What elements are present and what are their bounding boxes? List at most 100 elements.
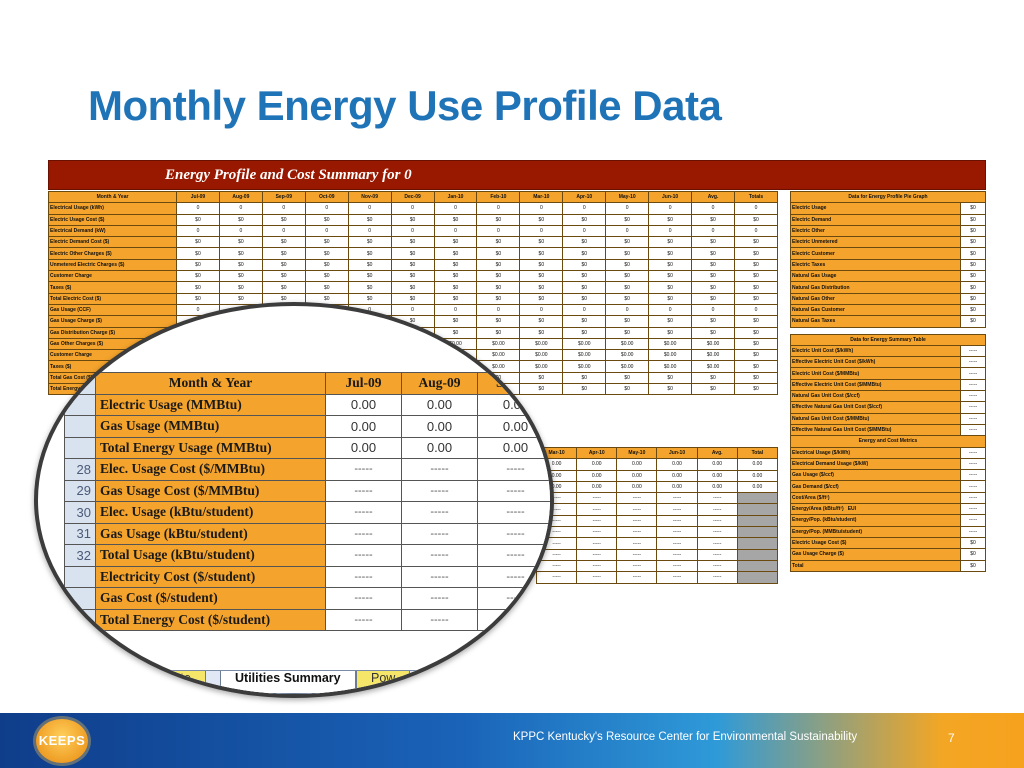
table-row: Taxes ($) $0 $0 $0 $0 $0 $0 $0 $0 $0 $0 $0 $0 $0 $0	[48, 281, 779, 294]
table-cell: 0	[733, 202, 779, 215]
row-label: Elec. Usage (kBtu/student)	[95, 501, 326, 524]
row-label: Electric Demand	[790, 213, 961, 226]
row-number	[64, 608, 96, 631]
row-label: Electric Demand Cost ($)	[48, 236, 177, 249]
table-cell: $0	[390, 213, 435, 226]
header-total: Total	[736, 446, 779, 460]
table-row: Gas Usage Charge ($) $0	[790, 548, 986, 561]
row-label: Electric Usage	[790, 202, 961, 215]
table-cell: $0	[691, 270, 735, 283]
row-label: Gas Usage ($/ccf)	[790, 469, 961, 482]
table-cell	[736, 537, 779, 550]
table-cell: 0.00	[477, 393, 550, 416]
table-cell: 0	[390, 224, 435, 238]
table-cell: -----	[656, 559, 698, 573]
table-cell: $0	[562, 383, 607, 396]
header-month-year: Month & Year	[48, 190, 177, 204]
sheet-tab-utilities-summary[interactable]: Utilities Summary	[220, 671, 356, 694]
table-cell: $0	[691, 315, 735, 328]
table-cell: $0	[691, 292, 735, 305]
table-cell: $0.00	[648, 360, 693, 373]
table-row: ----- ----- ----- ----- -----	[535, 503, 779, 516]
table-cell: $0.00	[691, 349, 735, 362]
table-cell: -----	[696, 537, 738, 550]
table-cell: $0	[960, 258, 986, 272]
table-cell: $0.00	[562, 337, 607, 351]
table-cell: 0	[648, 202, 693, 215]
row-label: Total Usage (kBtu/student)	[95, 544, 326, 567]
header-month: Sep-09	[477, 372, 550, 395]
table-cell: 0	[304, 202, 349, 215]
table-cell: -----	[696, 571, 738, 584]
table-cell: -----	[616, 503, 658, 516]
table-cell: $0	[733, 337, 779, 351]
sheet-tab-estimate[interactable]: mate	[148, 671, 206, 694]
table-cell: $0	[261, 281, 306, 294]
table-cell: $0	[733, 236, 779, 249]
table-cell: $0	[691, 213, 735, 226]
table-cell: $0	[648, 315, 693, 328]
table-row: ----- ----- ----- ----- -----	[535, 548, 779, 561]
magnified-row: 30 Elec. Usage (kBtu/student) ----- ----- --…	[64, 501, 550, 524]
table-cell: $0	[304, 213, 349, 226]
table-cell: $0	[218, 270, 263, 283]
table-cell: $0	[261, 258, 306, 272]
table-cell: $0	[390, 258, 435, 272]
table-cell: -----	[960, 344, 986, 358]
table-cell: 0	[347, 202, 392, 215]
footer-bar: KEEPS KPPC Kentucky's Resource Center fo…	[0, 713, 1024, 768]
table-cell: 0.00	[616, 480, 658, 494]
table-cell: $0	[218, 213, 263, 226]
table-cell: $0	[605, 258, 650, 272]
table-row: Electric Unmetered $0	[790, 236, 986, 249]
table-cell: -----	[960, 480, 986, 493]
table-cell: 0	[648, 303, 693, 317]
table-cell: -----	[696, 548, 738, 561]
row-label: Electricity Cost ($/student)	[95, 565, 326, 588]
table-cell: $0	[562, 292, 607, 305]
table-cell: -----	[401, 522, 478, 545]
table-cell: 0.00	[477, 415, 550, 438]
row-number	[64, 436, 96, 459]
magnified-row: 29 Gas Usage Cost ($/MMBtu) ----- ----- ----…	[64, 479, 550, 502]
row-label: Energy/Pop. (kBtu/student)	[790, 514, 961, 527]
table-cell: $0	[733, 281, 779, 294]
table-cell: $0	[733, 383, 779, 396]
row-label: Elec. Usage Cost ($/MMBtu)	[95, 458, 326, 481]
table-cell: $0	[733, 292, 779, 305]
table-cell: $0	[960, 292, 986, 305]
table-cell: $0	[433, 258, 478, 272]
table-cell: $0.00	[562, 349, 607, 362]
table-cell: $0	[304, 247, 349, 260]
table-row: Cost/Area ($/ft²) -----	[790, 491, 986, 505]
table-cell: 0	[304, 224, 349, 238]
table-cell: $0	[648, 270, 693, 283]
header-totals: Totals	[733, 190, 779, 204]
table-cell: $0	[176, 247, 220, 260]
table-cell: -----	[616, 492, 658, 505]
sheet-tab-power[interactable]: Pow	[356, 671, 411, 694]
table-cell: $0	[562, 315, 607, 328]
magnified-row: Electric Usage (MMBtu) 0.00 0.00 0.00	[64, 393, 550, 416]
table-cell	[736, 503, 779, 516]
table-row: Electric Other $0	[790, 224, 986, 238]
header-month: May-10	[616, 446, 658, 460]
table-cell: $0	[733, 371, 779, 385]
table-cell: $0	[347, 258, 392, 272]
slide-title: Monthly Energy Use Profile Data	[88, 82, 722, 129]
table-cell: $0	[476, 292, 521, 305]
table-cell: 0.00	[616, 458, 658, 471]
header-month: Jun-10	[656, 446, 698, 460]
table-cell: -----	[696, 559, 738, 573]
table-cell: $0.00	[648, 337, 693, 351]
table-cell: $0	[433, 247, 478, 260]
magnified-row: 31 Gas Usage (kBtu/student) ----- ----- ----…	[64, 522, 550, 545]
table-cell: 0.00	[477, 436, 550, 459]
table-cell: 0	[562, 224, 607, 238]
table-cell: 0.00	[325, 393, 402, 416]
table-cell	[736, 571, 779, 584]
table-cell: -----	[656, 537, 698, 550]
table-cell: -----	[960, 525, 986, 538]
table-cell: $0	[960, 213, 986, 226]
table-cell: $0.00	[605, 349, 650, 362]
